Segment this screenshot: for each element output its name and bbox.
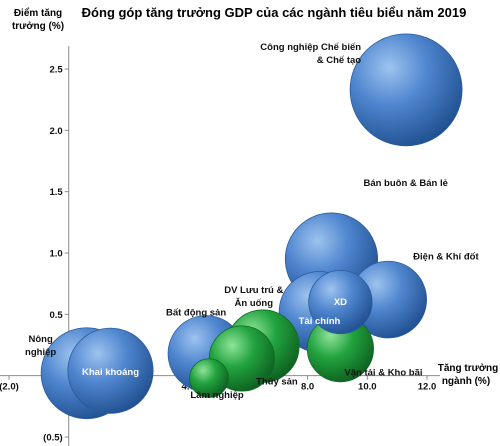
y-tick-label: 2.5	[49, 65, 63, 76]
bubbles	[40, 33, 463, 420]
y-axis-title-line-2: trưởng (%)	[12, 21, 64, 32]
bubble-label: Thủy sản	[256, 376, 298, 387]
y-tick-label: 0.5	[49, 310, 63, 321]
bubble-label: Bán buôn & Bán lẻ	[363, 178, 447, 189]
bubble-label: Bất động sản	[166, 308, 226, 319]
bubble-label: XD	[334, 297, 347, 308]
bubble	[189, 358, 229, 398]
x-axis-title-line-2: ngành (%)	[442, 376, 490, 387]
y-tick-label: 1.0	[49, 249, 62, 260]
bubble-label: Công nghiệp Chế biến & Chế tạo	[260, 42, 361, 66]
bubble-label: Lâm nghiệp	[190, 390, 244, 401]
bubble-label: Nông nghiệp	[25, 334, 56, 358]
x-axis-title-line-1: Tăng trưởng	[438, 363, 498, 374]
chart-title: Đóng góp tăng trưởng GDP của các ngành t…	[82, 5, 467, 20]
bubble-label: Điện & Khí đốt	[413, 252, 479, 263]
bubble-label: Vận tải & Kho bãi	[344, 368, 422, 379]
x-tick-label: 10.0	[358, 382, 377, 393]
y-tick-label: 2.0	[49, 126, 62, 137]
y-tick-label: 1.5	[49, 187, 63, 198]
x-tick-label: (2.0)	[0, 382, 19, 393]
y-axis-title: Điểm tăng trưởng (%)	[12, 7, 64, 32]
bubble-labels: Công nghiệp Chế biến & Chế tạo Bán buôn & …	[25, 42, 479, 401]
bubble	[349, 33, 463, 147]
bubble	[67, 327, 154, 414]
bubble	[308, 269, 373, 335]
bubble-label: Khai khoáng	[82, 367, 139, 378]
x-tick-label: 12.0	[418, 382, 437, 393]
bubble-label: DV Lưu trú & Ăn uống	[224, 285, 283, 309]
x-tick-label: 8.0	[301, 382, 314, 393]
x-axis-title: Tăng trưởng ngành (%)	[438, 363, 498, 387]
y-axis-title-line-1: Điểm tăng	[14, 7, 62, 19]
y-tick-label: (0.5)	[43, 433, 63, 444]
bubble-label: Tài chính	[299, 316, 341, 327]
